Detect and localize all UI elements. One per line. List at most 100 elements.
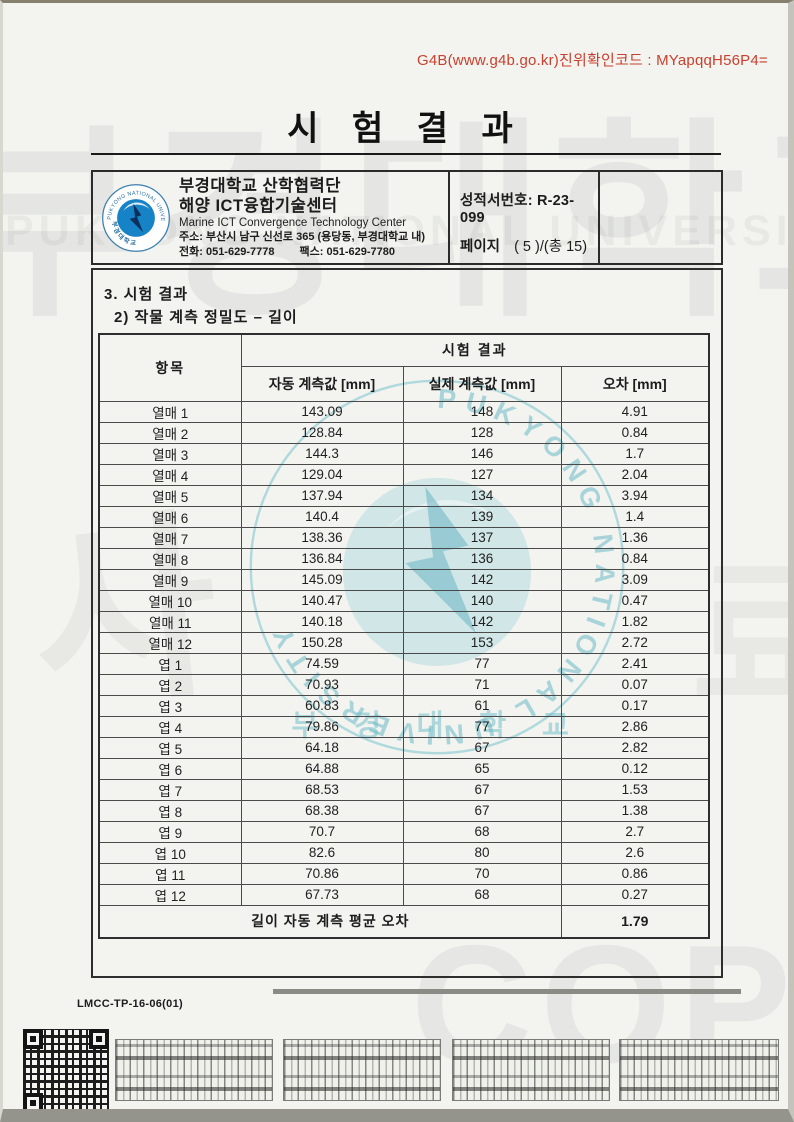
table-row: 열매 7 138.36 137 1.36: [98, 526, 710, 549]
cell-error: 1.7: [560, 442, 710, 465]
cell-auto: 129.04: [240, 463, 404, 486]
report-number-row: 성적서번호: R-23-099: [460, 189, 598, 226]
security-pattern-strip: [283, 1039, 441, 1101]
cell-item: 엽 12: [98, 883, 242, 906]
cell-error: 2.82: [560, 736, 710, 759]
cell-error: 1.53: [560, 778, 710, 801]
column-header-error: 오차 [mm]: [560, 365, 710, 402]
center-name-korean: 해양 ICT융합기술센터: [179, 196, 338, 215]
logo-bolt-icon: [129, 203, 144, 232]
cell-item: 열매 7: [98, 526, 242, 549]
cell-actual: 128: [402, 421, 562, 444]
cell-error: 0.84: [560, 421, 710, 444]
qr-finder-icon: [23, 1093, 43, 1109]
report-number-label: 성적서번호:: [460, 193, 533, 209]
cell-error: 2.04: [560, 463, 710, 486]
table-row: 열매 5 137.94 134 3.94: [98, 484, 710, 507]
content-box: 3. 시험 결과 2) 작물 계측 정밀도 – 길이 항목 시험 결과 자동 계…: [91, 268, 723, 978]
table-row: 엽 12 67.73 68 0.27: [98, 883, 710, 906]
cell-item: 열매 3: [98, 442, 242, 465]
cell-auto: 79.86: [240, 715, 404, 738]
cell-error: 1.4: [560, 505, 710, 528]
org-phone: 전화: 051-629-7778: [179, 245, 275, 258]
table-row: 엽 5 64.18 67 2.82: [98, 736, 710, 759]
table-row: 열매 11 140.18 142 1.82: [98, 610, 710, 633]
cell-auto: 68.38: [240, 799, 404, 822]
cell-auto: 140.47: [240, 589, 404, 612]
org-contact: 전화: 051-629-7778 팩스: 051-629-7780: [179, 245, 425, 260]
cell-auto: 136.84: [240, 547, 404, 570]
column-group-header: 시험 결과: [240, 333, 710, 367]
security-pattern-strip: [452, 1039, 610, 1101]
cell-error: 1.82: [560, 610, 710, 633]
average-row: 길이 자동 계측 평균 오차 1.79: [98, 904, 710, 939]
cell-error: 0.17: [560, 694, 710, 717]
letterhead-empty-cell: [600, 172, 721, 263]
university-logo-icon: PUKYONG NATIONAL UNIVERSITY 부경대학교: [100, 182, 170, 252]
organization-cell: PUKYONG NATIONAL UNIVERSITY 부경대학교 부경대학교 …: [93, 172, 450, 263]
cell-item: 엽 8: [98, 799, 242, 822]
cell-error: 0.27: [560, 883, 710, 906]
cell-error: 4.91: [560, 400, 710, 423]
cell-error: 2.41: [560, 652, 710, 675]
cell-error: 0.47: [560, 589, 710, 612]
title-underline: [91, 153, 721, 155]
cell-item: 열매 6: [98, 505, 242, 528]
cell-error: 0.12: [560, 757, 710, 780]
column-header-actual: 실제 계측값 [mm]: [402, 365, 562, 402]
cell-item: 열매 12: [98, 631, 242, 654]
table-row: 엽 1 74.59 77 2.41: [98, 652, 710, 675]
qr-finder-icon: [89, 1029, 109, 1049]
cell-auto: 70.86: [240, 862, 404, 885]
cell-item: 열매 5: [98, 484, 242, 507]
document-form-code: LMCC-TP-16-06(01): [77, 998, 183, 1010]
cell-auto: 70.7: [240, 820, 404, 843]
footer-divider-bar: [273, 989, 741, 994]
table-row: 열매 10 140.47 140 0.47: [98, 589, 710, 612]
result-table: 항목 시험 결과 자동 계측값 [mm] 실제 계측값 [mm] 오차 [mm]…: [98, 333, 711, 939]
table-row: 열매 8 136.84 136 0.84: [98, 547, 710, 570]
verification-code: G4B(www.g4b.go.kr)진위확인코드 : MYapqqH56P4=: [417, 52, 768, 69]
cell-item: 엽 11: [98, 862, 242, 885]
table-row: 열매 2 128.84 128 0.84: [98, 421, 710, 444]
cell-auto: 140.18: [240, 610, 404, 633]
cell-actual: 146: [402, 442, 562, 465]
cell-error: 2.7: [560, 820, 710, 843]
cell-item: 엽 4: [98, 715, 242, 738]
cell-error: 0.84: [560, 547, 710, 570]
center-name-english: Marine ICT Convergence Technology Center: [179, 216, 407, 229]
cell-actual: 153: [402, 631, 562, 654]
cell-auto: 68.53: [240, 778, 404, 801]
cell-actual: 61: [402, 694, 562, 717]
cell-item: 엽 10: [98, 841, 242, 864]
cell-actual: 142: [402, 568, 562, 591]
cell-actual: 70: [402, 862, 562, 885]
cell-actual: 68: [402, 883, 562, 906]
page-value: ( 5 )/(총 15): [514, 239, 588, 255]
cell-error: 1.36: [560, 526, 710, 549]
cell-item: 열매 8: [98, 547, 242, 570]
cell-actual: 139: [402, 505, 562, 528]
cell-item: 열매 10: [98, 589, 242, 612]
table-row: 열매 1 143.09 148 4.91: [98, 400, 710, 423]
cell-error: 3.09: [560, 568, 710, 591]
letterhead-box: PUKYONG NATIONAL UNIVERSITY 부경대학교 부경대학교 …: [91, 170, 723, 265]
cell-auto: 64.88: [240, 757, 404, 780]
cell-auto: 67.73: [240, 883, 404, 906]
report-number-value: R-23-099: [460, 193, 575, 226]
cell-actual: 67: [402, 799, 562, 822]
table-row: 엽 2 70.93 71 0.07: [98, 673, 710, 696]
report-meta-cell: 성적서번호: R-23-099 페이지 ( 5 )/(총 15): [450, 172, 600, 263]
cell-actual: 67: [402, 778, 562, 801]
cell-error: 2.86: [560, 715, 710, 738]
cell-item: 엽 5: [98, 736, 242, 759]
page-title: 시 험 결 과: [287, 110, 525, 148]
table-row: 열매 3 144.3 146 1.7: [98, 442, 710, 465]
cell-actual: 67: [402, 736, 562, 759]
cell-item: 엽 1: [98, 652, 242, 675]
cell-auto: 137.94: [240, 484, 404, 507]
table-row: 엽 3 60.83 61 0.17: [98, 694, 710, 717]
cell-item: 열매 1: [98, 400, 242, 423]
cell-error: 3.94: [560, 484, 710, 507]
table-row: 열매 4 129.04 127 2.04: [98, 463, 710, 486]
